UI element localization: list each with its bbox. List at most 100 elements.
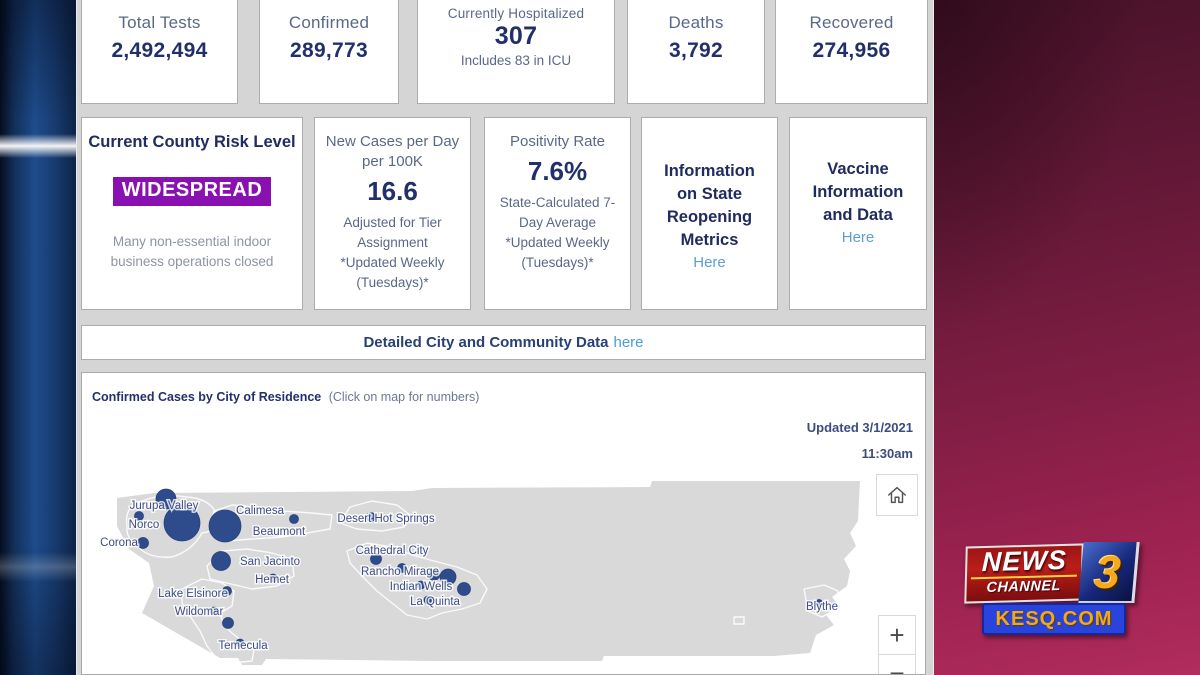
stat-value: 289,773 [289,39,368,62]
city-case-bubble[interactable] [155,488,177,510]
map-zoom-in-button[interactable]: + [878,615,916,654]
stat-sub-label: Includes 83 in ICU [460,53,572,68]
vaccine-info-card: Vaccine Information and Data Here [789,117,927,310]
metric-note: State-Calculated 7-Day Average [499,195,616,230]
stat-card-recovered: Recovered 274,956 [775,0,928,104]
news-channel-badge: NEWS CHANNEL [964,543,1084,604]
kesq-site-badge: KESQ.COM [982,603,1126,635]
map-home-button[interactable] [876,474,918,516]
detail-bar-text: Detailed City and Community Data [363,334,609,351]
city-case-bubble[interactable] [423,595,433,605]
risk-description: Many non-essential indoor business opera… [110,234,274,269]
city-case-bubble[interactable] [366,512,376,522]
city-boundary-outline [733,616,745,625]
city-case-bubble[interactable] [134,511,144,521]
city-case-bubble[interactable] [163,504,201,542]
detail-data-bar: Detailed City and Community Data here [81,325,926,360]
info-card-title: Information on State Reopening Metrics [664,162,755,249]
city-case-bubble[interactable] [268,573,278,583]
city-label: Hemet [255,574,290,586]
confirmed-cases-map-panel: Confirmed Cases by City of Residence (Cl… [81,372,926,675]
city-label: Desert Hot Springs [337,513,434,525]
city-boundary-outline [181,578,255,664]
city-case-bubble[interactable] [222,586,232,596]
stat-label: Recovered [809,13,894,32]
stat-label: Deaths [668,13,724,32]
stat-value: 274,956 [812,39,891,62]
city-case-bubble[interactable] [457,582,471,596]
city-case-bubble[interactable] [211,551,231,571]
city-case-bubble[interactable] [235,638,245,648]
metric-value: 7.6% [527,156,588,186]
city-label: Jurupa Valley [130,500,199,512]
vaccine-here-link[interactable]: Here [841,229,875,246]
city-case-bubble[interactable] [439,568,457,586]
city-label: La Quinta [410,596,460,608]
city-case-bubble[interactable] [428,569,440,581]
metric-value: 16.6 [367,176,418,206]
kesq-news-channel-3-logo: NEWS CHANNEL 3 KESQ.COM [962,540,1142,636]
stat-card-deaths: Deaths 3,792 [627,0,765,104]
city-boundary-outline [339,500,411,532]
city-label: Temecula [218,640,268,652]
map-title: Confirmed Cases by City of Residence [92,390,322,404]
new-cases-card: New Cases per Day per 100K 16.6 Adjusted… [314,117,471,310]
map-zoom-out-button[interactable]: − [878,654,916,674]
city-label: Wildomar [175,606,224,618]
city-label: Norco [129,519,160,531]
city-case-bubble[interactable] [370,553,382,565]
map-subtitle: (Click on map for numbers) [328,390,480,404]
city-case-bubble[interactable] [222,617,234,629]
positivity-rate-card: Positivity Rate 7.6% State-Calculated 7-… [484,117,631,310]
detail-here-link[interactable]: here [613,334,644,351]
metric-title: Positivity Rate [509,133,606,150]
city-label: Beaumont [253,526,306,538]
city-boundary-outline [206,548,295,590]
city-boundary-outline [209,504,333,542]
city-case-bubble[interactable] [208,509,242,543]
city-label: Corona [100,537,138,549]
map-updated-timestamp: Updated 3/1/2021 11:30am [807,415,913,467]
logo-news-text: NEWS [981,544,1068,578]
risk-level-card: Current County Risk Level WIDESPREAD Man… [81,117,303,310]
city-case-bubble[interactable] [397,563,407,573]
city-case-bubble[interactable] [137,537,149,549]
county-bubble-map[interactable]: Jurupa Valley Norco Corona Calimesa Beaumont… [82,471,926,675]
stats-row-2: Current County Risk Level WIDESPREAD Man… [81,117,927,310]
metric-title: New Cases per Day per 100K [325,133,460,170]
stat-value: 3,792 [668,39,724,62]
stat-label: Currently Hospitalized [447,6,585,21]
city-case-bubble[interactable] [815,599,823,607]
metric-note: *Updated Weekly (Tuesdays)* [505,235,610,270]
stat-label: Confirmed [288,13,370,32]
stat-card-hospitalized: Currently Hospitalized 307 Includes 83 i… [417,0,615,104]
city-case-bubble[interactable] [289,514,299,524]
city-case-bubble[interactable] [209,606,219,616]
stat-value: 2,492,494 [111,39,208,62]
covid-dashboard: Total Tests 2,492,494 Confirmed 289,773 … [76,0,934,675]
reopening-info-card: Information on State Reopening Metrics H… [641,117,778,310]
city-boundary-outline [346,542,488,620]
city-boundary-outline [803,584,839,618]
city-label: Lake Elsinore [158,588,228,600]
city-case-bubble[interactable] [416,580,426,590]
channel-3-badge: 3 [1078,542,1140,603]
metric-note: Adjusted for Tier Assignment [343,215,442,250]
reopening-here-link[interactable]: Here [693,254,726,271]
metric-note: *Updated Weekly (Tuesdays)* [340,255,445,290]
county-shape [117,481,860,665]
stats-row-1: Total Tests 2,492,494 Confirmed 289,773 … [81,0,928,104]
light-streak [0,552,78,582]
risk-level-badge: WIDESPREAD [112,177,272,206]
stat-label: Total Tests [118,13,201,32]
map-updated-date: Updated 3/1/2021 [806,420,913,435]
stat-value: 307 [494,22,538,50]
background-left-bar [0,0,78,675]
risk-card-title: Current County Risk Level [88,133,296,151]
city-label: Indian Wells [390,581,453,593]
home-icon [888,486,906,504]
map-title-row: Confirmed Cases by City of Residence (Cl… [92,390,479,404]
light-streak [0,134,78,158]
city-label: San Jacinto [240,556,300,568]
